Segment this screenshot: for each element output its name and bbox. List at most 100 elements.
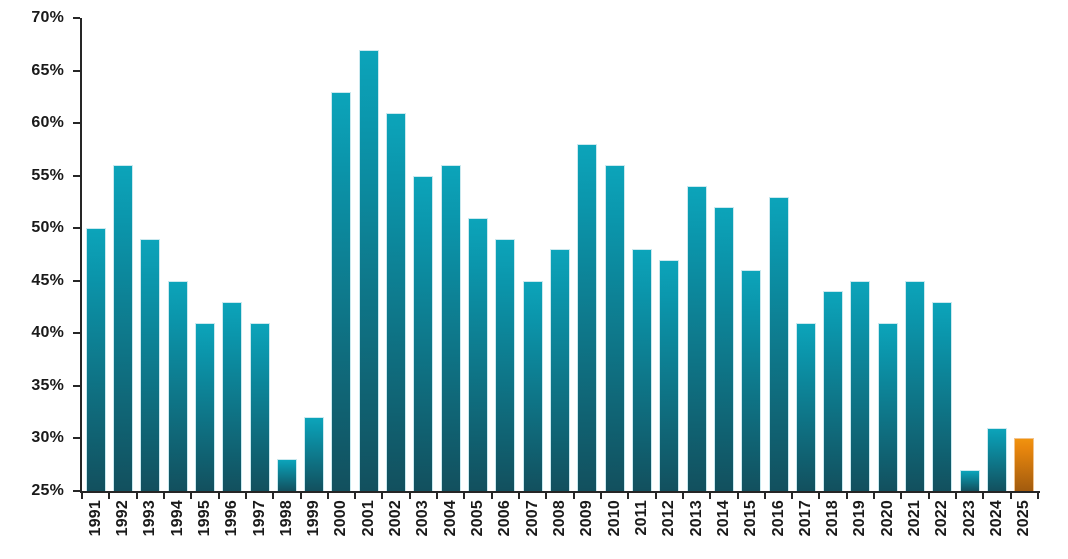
x-axis-label-2007: 2007 <box>523 500 541 537</box>
x-axis-label-1993: 1993 <box>141 500 159 537</box>
x-axis-label-2008: 2008 <box>551 500 568 537</box>
bar-2023 <box>959 469 980 491</box>
y-tick-35 <box>73 384 80 387</box>
bar-1995 <box>194 322 215 491</box>
x-tick-28 <box>845 493 848 499</box>
x-axis-line <box>80 491 1040 493</box>
x-tick-10 <box>354 493 357 499</box>
x-tick-12 <box>408 493 411 499</box>
bar-2011 <box>631 249 652 491</box>
x-axis-label-1992: 1992 <box>113 500 131 537</box>
x-tick-22 <box>681 493 684 499</box>
y-axis-label-70: 70% <box>31 9 64 26</box>
bar-1998 <box>276 459 297 491</box>
bar-2019 <box>850 280 871 491</box>
x-axis-label-2001: 2001 <box>359 500 377 537</box>
x-axis-label-2017: 2017 <box>796 500 814 537</box>
y-tick-50 <box>73 227 80 230</box>
x-axis-label-2024: 2024 <box>988 500 1006 537</box>
x-tick-27 <box>818 493 821 499</box>
bar-2009 <box>577 144 598 491</box>
bar-2021 <box>905 280 926 491</box>
x-tick-30 <box>900 493 903 499</box>
x-tick-2 <box>135 493 138 499</box>
bar-2005 <box>468 217 489 491</box>
x-axis-label-2009: 2009 <box>578 500 596 537</box>
x-tick-13 <box>436 493 439 499</box>
bar-2001 <box>358 49 379 491</box>
bar-2014 <box>713 207 734 491</box>
x-axis-label-2002: 2002 <box>387 500 405 537</box>
x-axis-label-2010: 2010 <box>605 500 623 537</box>
bar-1992 <box>112 165 133 491</box>
bar-1993 <box>140 238 161 491</box>
x-tick-11 <box>381 493 384 499</box>
x-tick-25 <box>763 493 766 499</box>
y-axis-label-55: 55% <box>31 166 64 184</box>
bar-1997 <box>249 322 270 491</box>
x-axis-label-2006: 2006 <box>496 500 514 537</box>
y-axis-label-25: 25% <box>31 482 64 499</box>
bar-1999 <box>304 417 325 491</box>
y-axis-label-30: 30% <box>31 429 64 447</box>
x-axis-label-2023: 2023 <box>960 500 978 537</box>
x-axis-label-2005: 2005 <box>469 500 487 537</box>
x-tick-29 <box>873 493 876 499</box>
bar-2006 <box>495 238 516 491</box>
x-axis-label-2016: 2016 <box>769 500 787 537</box>
x-axis-label-2003: 2003 <box>414 500 432 537</box>
x-tick-35 <box>1037 493 1039 499</box>
x-tick-15 <box>490 493 493 499</box>
x-tick-20 <box>627 493 630 499</box>
y-tick-65 <box>73 69 80 72</box>
y-axis-label-65: 65% <box>31 61 64 79</box>
bar-2008 <box>550 249 570 491</box>
x-tick-16 <box>518 493 521 499</box>
x-tick-26 <box>791 493 794 499</box>
bar-2012 <box>659 259 680 491</box>
bar-2004 <box>440 165 461 491</box>
x-tick-32 <box>955 493 958 499</box>
bar-2022 <box>932 301 953 491</box>
x-axis-label-2022: 2022 <box>933 500 951 537</box>
x-axis-label-1997: 1997 <box>250 500 268 537</box>
x-axis-label-2021: 2021 <box>906 500 924 537</box>
x-tick-9 <box>326 493 329 499</box>
x-tick-33 <box>982 493 985 499</box>
x-tick-3 <box>162 493 165 499</box>
x-tick-17 <box>545 493 548 499</box>
bar-2003 <box>413 175 434 491</box>
bar-2024 <box>987 427 1008 491</box>
y-axis-label-35: 35% <box>31 376 64 394</box>
bar-2018 <box>823 291 844 491</box>
y-axis-label-50: 50% <box>31 219 64 237</box>
y-tick-25 <box>73 490 80 492</box>
bar-2000 <box>331 91 352 491</box>
y-tick-45 <box>73 279 80 282</box>
x-tick-1 <box>108 493 111 499</box>
bar-2016 <box>768 196 789 491</box>
bar-2007 <box>522 280 543 491</box>
x-axis-label-2020: 2020 <box>878 500 896 537</box>
y-axis-label-45: 45% <box>31 271 64 289</box>
x-tick-34 <box>1009 493 1012 499</box>
x-tick-5 <box>217 493 220 499</box>
x-axis-label-2011: 2011 <box>632 500 650 536</box>
x-axis-label-2014: 2014 <box>714 500 732 537</box>
x-axis-label-1996: 1996 <box>223 500 241 537</box>
x-tick-23 <box>709 493 712 499</box>
bar-1994 <box>167 280 188 491</box>
bar-2010 <box>604 165 625 491</box>
x-axis-label-2025: 2025 <box>1015 500 1033 537</box>
y-tick-30 <box>73 437 80 440</box>
y-tick-40 <box>73 332 80 335</box>
x-axis-label-1994: 1994 <box>168 500 186 537</box>
x-axis-label-2019: 2019 <box>851 500 869 537</box>
x-tick-24 <box>736 493 739 499</box>
x-tick-19 <box>599 493 602 499</box>
bar-2015 <box>741 270 762 491</box>
x-tick-14 <box>463 493 466 499</box>
x-axis-label-1998: 1998 <box>277 500 295 537</box>
bar-2017 <box>795 322 816 491</box>
x-tick-31 <box>927 493 930 499</box>
